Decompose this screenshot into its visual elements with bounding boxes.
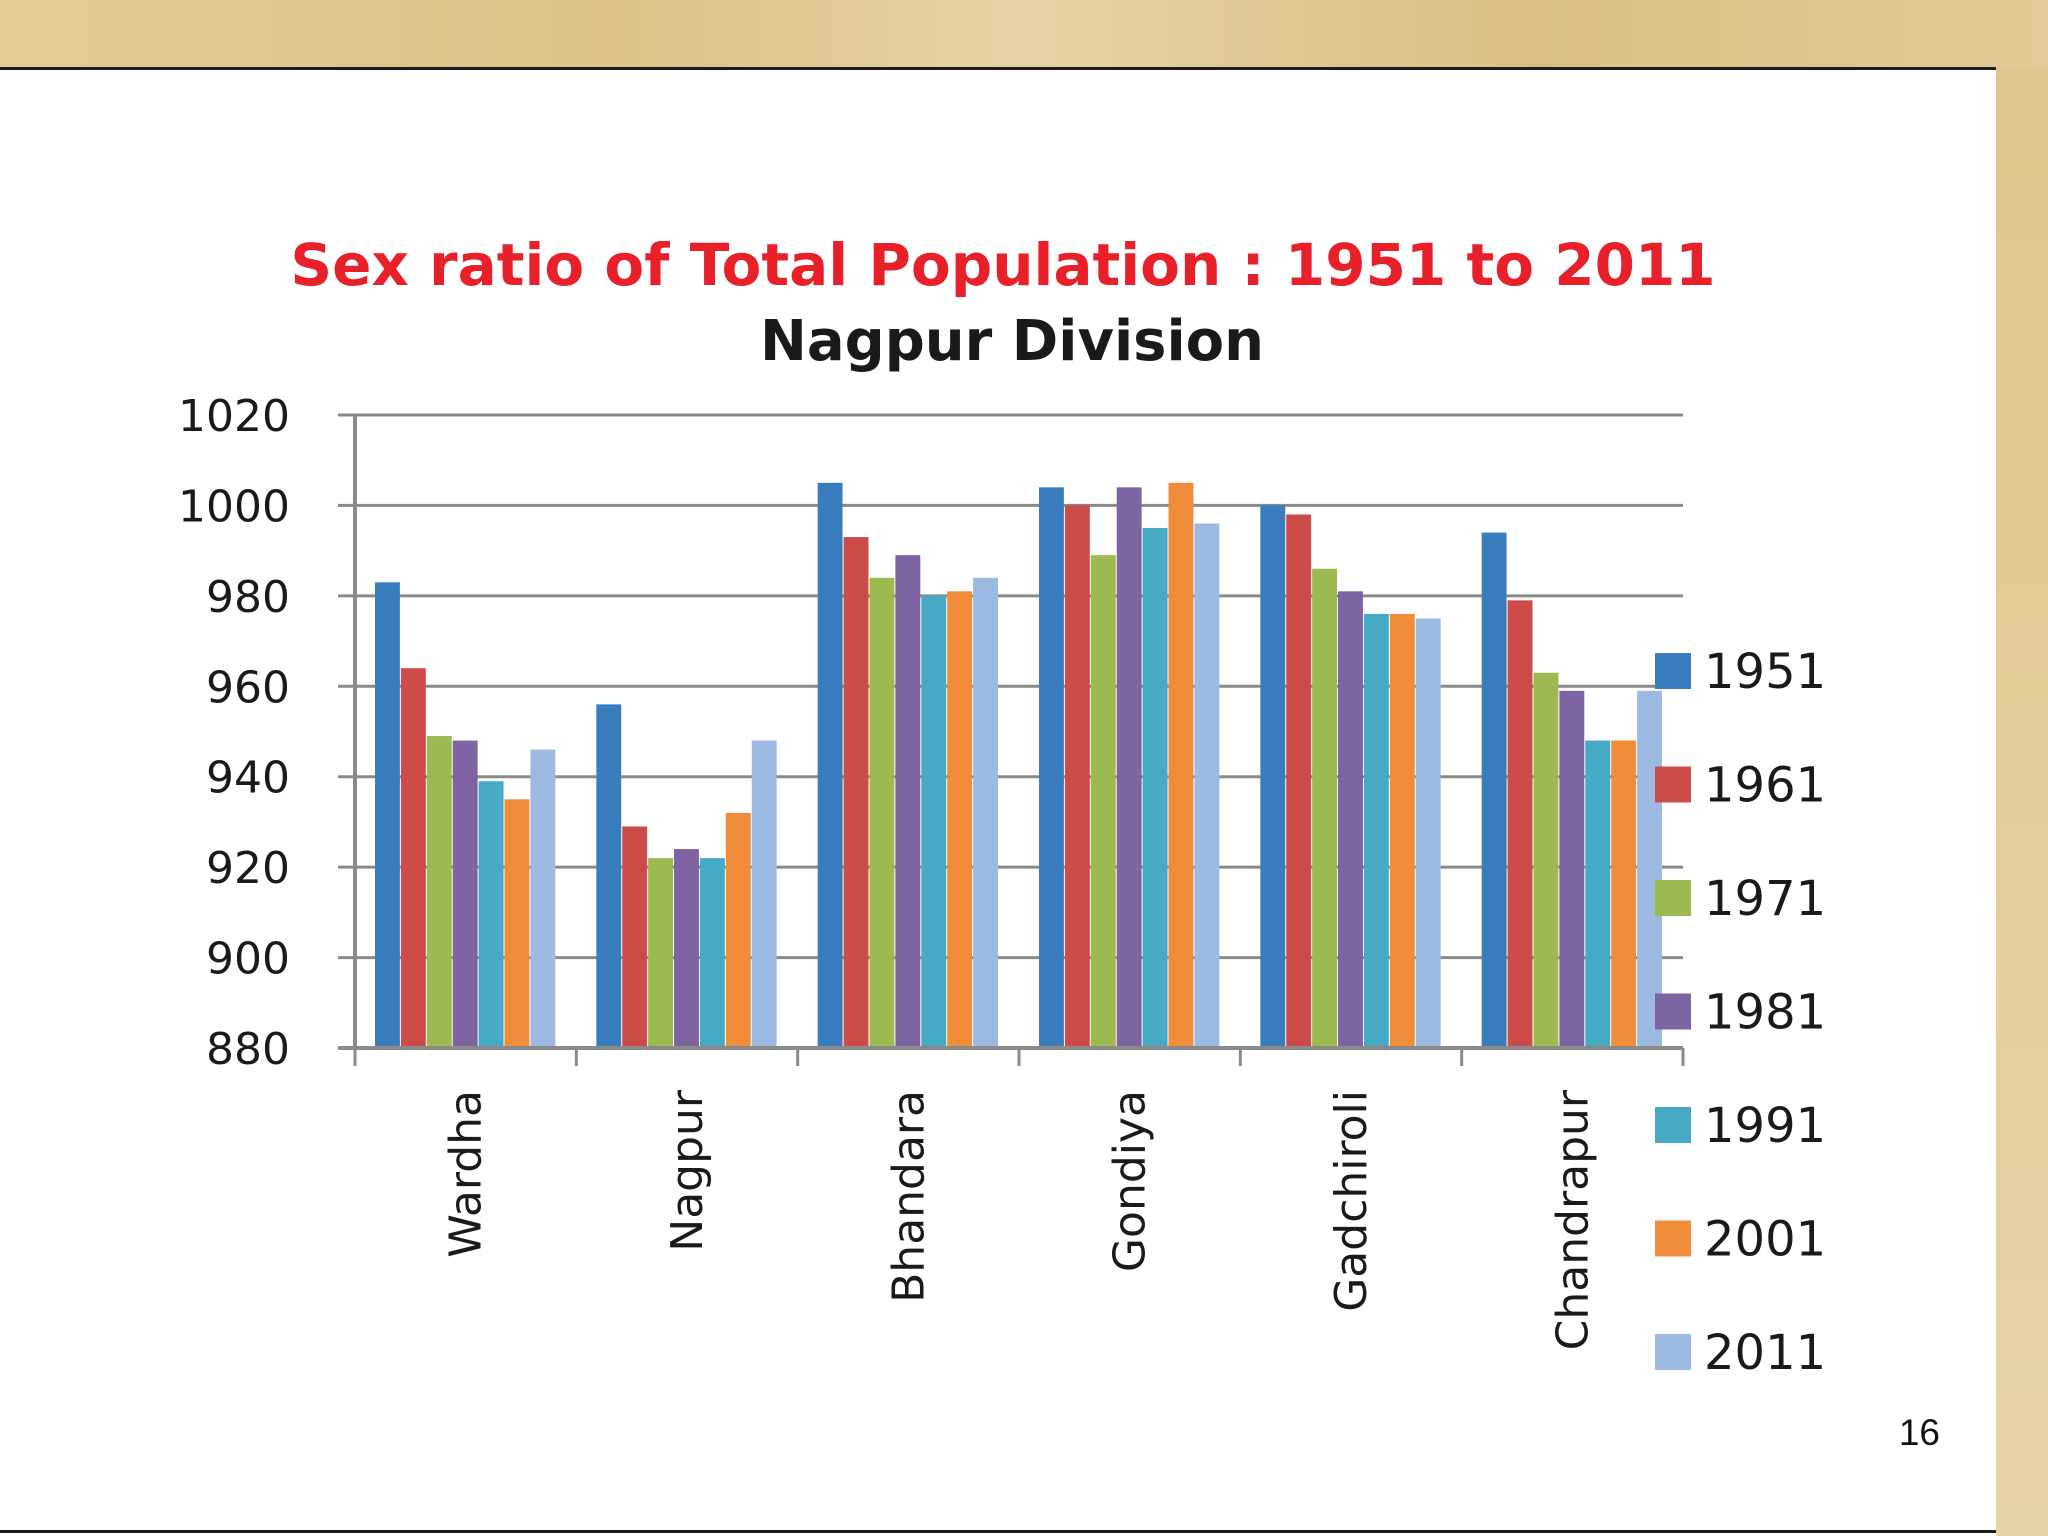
legend: 1951 1961 1971 1981 1991 2001 2011 (1655, 644, 1826, 1381)
bar-gondiya-1971 (1090, 555, 1116, 1048)
bar-gondiya-1961 (1064, 505, 1090, 1048)
chart-title: Sex ratio of Total Population : 1951 to … (290, 231, 1715, 299)
legend-swatch-1971 (1655, 880, 1691, 916)
top-divider (0, 67, 1996, 70)
bar-nagpur-1981 (674, 849, 699, 1048)
category-label-gadchiroli: Gadchiroli (1326, 1090, 1377, 1312)
bar-bhandara-2011 (973, 577, 998, 1048)
y-tick-label: 880 (206, 1024, 290, 1075)
x-axis-category-labels: Wardha Nagpur Bhandara Gondiya Gadchiroli Cha… (441, 1089, 1599, 1350)
bar-nagpur-1971 (648, 858, 674, 1048)
legend-label-2011: 2011 (1704, 1325, 1826, 1381)
bar-bhandara-1981 (895, 555, 921, 1048)
legend-label-1961: 1961 (1704, 758, 1826, 814)
legend-label-1981: 1981 (1704, 985, 1826, 1041)
bar-bhandara-1971 (869, 577, 895, 1048)
legend-swatch-1951 (1655, 653, 1691, 689)
bar-gadchiroli-2011 (1415, 618, 1441, 1048)
bar-gondiya-1981 (1116, 487, 1142, 1048)
legend-label-2001: 2001 (1704, 1212, 1826, 1268)
legend-swatch-1991 (1655, 1107, 1691, 1143)
bar-chandrapur-1951 (1481, 532, 1507, 1048)
category-label-bhandara: Bhandara (883, 1090, 934, 1303)
bar-wardha-2001 (504, 799, 530, 1048)
bar-chandrapur-2001 (1611, 740, 1637, 1048)
bar-gadchiroli-1971 (1312, 568, 1338, 1048)
bar-wardha-1981 (452, 740, 478, 1048)
chart-subtitle: Nagpur Division (760, 309, 1264, 374)
bar-wardha-1971 (426, 736, 452, 1048)
bar-bhandara-1991 (921, 595, 947, 1048)
bar-chandrapur-2011 (1637, 690, 1662, 1048)
category-label-nagpur: Nagpur (662, 1089, 713, 1252)
bar-gadchiroli-1961 (1286, 514, 1312, 1048)
bar-nagpur-2001 (725, 812, 751, 1048)
bar-gondiya-1951 (1039, 487, 1064, 1048)
bar-chandrapur-1971 (1533, 672, 1559, 1048)
bar-gadchiroli-1991 (1363, 613, 1389, 1048)
y-tick-label: 960 (206, 662, 290, 713)
bar-chandrapur-1961 (1507, 600, 1533, 1048)
bar-bhandara-2001 (947, 591, 973, 1048)
bar-nagpur-1951 (596, 704, 622, 1048)
y-tick-label: 920 (206, 843, 290, 894)
legend-label-1951: 1951 (1704, 644, 1826, 700)
bar-nagpur-2011 (751, 740, 777, 1048)
y-tick-label: 900 (206, 934, 290, 985)
bar-chandrapur-1991 (1585, 740, 1611, 1048)
bar-gadchiroli-1981 (1338, 591, 1363, 1048)
y-axis-tick-labels: 880 900 920 940 960 980 1000 1020 (178, 391, 290, 1075)
bar-gondiya-2011 (1194, 523, 1220, 1048)
bar-gondiya-2001 (1168, 482, 1194, 1049)
legend-label-1991: 1991 (1704, 1098, 1826, 1154)
axes (338, 415, 1685, 1066)
category-label-chandrapur: Chandrapur (1547, 1089, 1598, 1350)
legend-swatch-1961 (1655, 766, 1691, 803)
bar-nagpur-1961 (622, 826, 648, 1048)
y-tick-label: 1000 (178, 481, 290, 532)
y-tick-label: 940 (206, 753, 290, 804)
bottom-divider (0, 1530, 1996, 1533)
y-tick-label: 1020 (178, 391, 290, 442)
category-label-wardha: Wardha (441, 1090, 492, 1258)
bar-chandrapur-1981 (1559, 690, 1585, 1048)
right-decorative-band (1996, 68, 2048, 1536)
top-decorative-band (0, 0, 2048, 68)
legend-swatch-2001 (1655, 1220, 1691, 1257)
bars (375, 482, 1662, 1049)
page-number: 16 (1898, 1412, 1940, 1453)
bar-wardha-1991 (478, 781, 504, 1048)
gridlines (338, 413, 1683, 1050)
y-tick-label: 980 (206, 572, 290, 623)
bar-gondiya-1991 (1142, 528, 1168, 1048)
legend-swatch-2011 (1655, 1334, 1691, 1370)
legend-label-1971: 1971 (1704, 871, 1826, 927)
bar-wardha-2011 (530, 749, 556, 1048)
bar-nagpur-1991 (699, 858, 725, 1048)
bar-bhandara-1961 (843, 537, 869, 1048)
category-label-gondiya: Gondiya (1105, 1090, 1156, 1272)
bar-bhandara-1951 (817, 482, 843, 1049)
bar-wardha-1951 (375, 582, 400, 1048)
bar-wardha-1961 (400, 668, 426, 1048)
bar-gadchiroli-1951 (1260, 505, 1286, 1048)
bar-gadchiroli-2001 (1389, 613, 1415, 1048)
legend-swatch-1981 (1655, 993, 1691, 1030)
